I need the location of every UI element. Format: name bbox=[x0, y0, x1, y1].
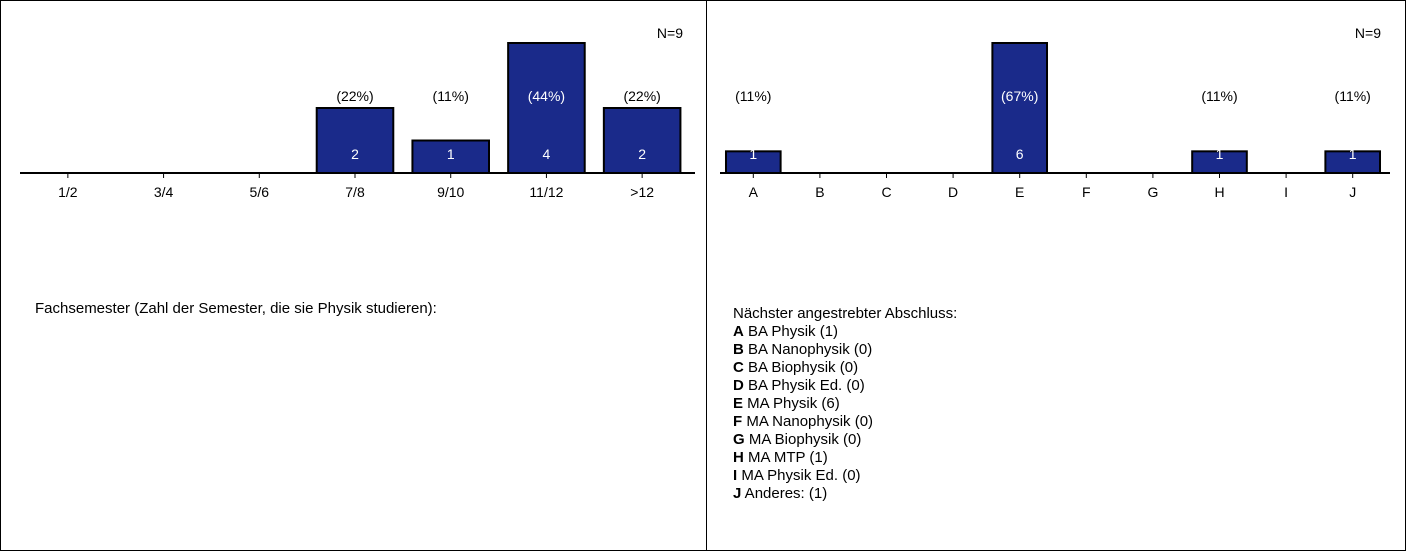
x-tick-label: F bbox=[1082, 184, 1091, 200]
x-tick-label: J bbox=[1349, 184, 1356, 200]
x-tick-label: B bbox=[815, 184, 824, 200]
x-tick-label: >12 bbox=[630, 184, 654, 200]
x-tick-label: 7/8 bbox=[345, 184, 365, 200]
chart-fachsemester: N=9 1/2 3/4 5/6 2 (22%) 7/8 1 (11%) 9/10 4 (44%) 11/… bbox=[20, 25, 695, 200]
x-tick-label: A bbox=[749, 184, 759, 200]
legend-item: A BA Physik (1) bbox=[733, 323, 957, 341]
x-tick-label: 1/2 bbox=[58, 184, 78, 200]
legend-key: H bbox=[733, 449, 744, 466]
x-tick-label: 9/10 bbox=[437, 184, 464, 200]
percent-label: (67%) bbox=[1001, 88, 1038, 104]
legend-item: B BA Nanophysik (0) bbox=[733, 341, 957, 359]
legend-key: G bbox=[733, 431, 745, 448]
legend-item: D BA Physik Ed. (0) bbox=[733, 377, 957, 395]
legend-text: MA MTP (1) bbox=[743, 449, 828, 466]
bar-value-label: 1 bbox=[1216, 146, 1224, 162]
legend-text: MA Physik Ed. (0) bbox=[737, 467, 861, 484]
bar bbox=[315, 107, 395, 174]
legend-item: H MA MTP (1) bbox=[733, 449, 957, 467]
legend-item: F MA Nanophysik (0) bbox=[733, 413, 957, 431]
legend-text: MA Physik (6) bbox=[743, 395, 840, 412]
percent-label: (22%) bbox=[336, 88, 373, 104]
bar-value-label: 1 bbox=[749, 146, 757, 162]
bar bbox=[507, 42, 586, 174]
x-tick-label: D bbox=[948, 184, 958, 200]
bar bbox=[602, 107, 682, 174]
percent-label: (11%) bbox=[735, 88, 771, 104]
x-tick-label: C bbox=[881, 184, 891, 200]
percent-label: (22%) bbox=[623, 88, 660, 104]
legend-key: C bbox=[733, 359, 744, 376]
x-tick-label: H bbox=[1214, 184, 1224, 200]
bar-value-label: 1 bbox=[447, 146, 455, 162]
legend-key: F bbox=[733, 413, 743, 430]
bar-value-label: 1 bbox=[1349, 146, 1357, 162]
chart-abschluss: N=9 1 (11%) A B C D 6 (67%) E F G 1 (11%) H I 1 (11%) J bbox=[720, 25, 1390, 200]
legend-key: A bbox=[733, 323, 744, 340]
percent-label: (11%) bbox=[433, 88, 469, 104]
bar-value-label: 4 bbox=[543, 146, 551, 162]
legend-list: A BA Physik (1) B BA Nanophysik (0) C BA B… bbox=[733, 323, 957, 503]
percent-label: (11%) bbox=[1335, 88, 1371, 104]
legend-key: I bbox=[733, 467, 738, 484]
legend-text: BA Physik (1) bbox=[743, 323, 839, 340]
bar-value-label: 2 bbox=[638, 146, 646, 162]
n-label: N=9 bbox=[1355, 25, 1381, 41]
x-tick-label: 5/6 bbox=[250, 184, 270, 200]
x-tick-label: 11/12 bbox=[529, 184, 563, 200]
legend-text: MA Biophysik (0) bbox=[744, 431, 862, 448]
x-tick-label: I bbox=[1284, 184, 1288, 200]
chart-caption-fachsemester: Fachsemester (Zahl der Semester, die sie… bbox=[35, 300, 437, 317]
legend-item: G MA Biophysik (0) bbox=[733, 431, 957, 449]
n-label: N=9 bbox=[657, 25, 683, 41]
legend-text: BA Biophysik (0) bbox=[743, 359, 859, 376]
bar-value-label: 2 bbox=[351, 146, 359, 162]
x-tick-label: G bbox=[1147, 184, 1158, 200]
bar-value-label: 6 bbox=[1016, 146, 1024, 162]
legend-item: I MA Physik Ed. (0) bbox=[733, 467, 957, 485]
bar bbox=[411, 139, 490, 174]
x-tick-label: 3/4 bbox=[154, 184, 174, 200]
legend-text: MA Nanophysik (0) bbox=[742, 413, 874, 430]
percent-label: (44%) bbox=[528, 88, 565, 104]
legend-text: BA Physik Ed. (0) bbox=[743, 377, 865, 394]
legend-item: E MA Physik (6) bbox=[733, 395, 957, 413]
legend-block-abschluss: Nächster angestrebter Abschluss: A BA Ph… bbox=[733, 305, 957, 503]
legend-text: Anderes: (1) bbox=[741, 485, 828, 502]
legend-key: J bbox=[733, 485, 742, 502]
percent-label: (11%) bbox=[1201, 88, 1237, 104]
legend-item: J Anderes: (1) bbox=[733, 485, 957, 503]
x-tick-label: E bbox=[1015, 184, 1024, 200]
legend-key: E bbox=[733, 395, 744, 412]
chart-caption-abschluss: Nächster angestrebter Abschluss: bbox=[733, 305, 958, 322]
legend-text: BA Nanophysik (0) bbox=[743, 341, 873, 358]
legend-key: D bbox=[733, 377, 744, 394]
legend-item: C BA Biophysik (0) bbox=[733, 359, 957, 377]
legend-key: B bbox=[733, 341, 744, 358]
